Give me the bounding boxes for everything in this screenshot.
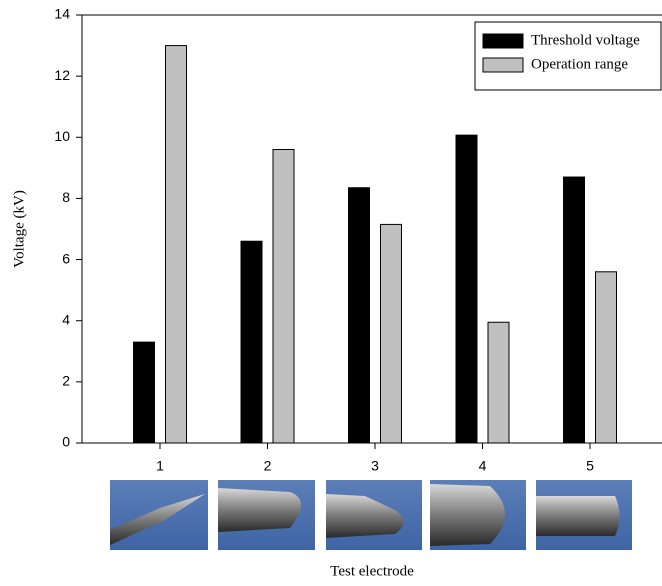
electrode-photos bbox=[110, 480, 632, 550]
bar bbox=[272, 149, 295, 444]
x-tick-label: 3 bbox=[371, 458, 379, 474]
bar bbox=[455, 134, 478, 444]
y-tick-label: 2 bbox=[62, 373, 70, 389]
bar bbox=[563, 176, 585, 444]
y-axis-label: Voltage (kV) bbox=[11, 190, 27, 268]
y-tick-label: 8 bbox=[62, 189, 70, 205]
y-tick-label: 10 bbox=[54, 128, 70, 144]
bar bbox=[240, 240, 263, 444]
bar bbox=[380, 223, 402, 444]
y-tick-label: 0 bbox=[62, 434, 70, 450]
legend-swatch bbox=[482, 57, 524, 73]
bar bbox=[348, 187, 370, 444]
bar bbox=[487, 321, 510, 444]
legend-box bbox=[474, 21, 662, 91]
y-tick-label: 12 bbox=[54, 67, 70, 83]
legend-label: Threshold voltage bbox=[531, 32, 640, 48]
x-axis-label: Test electrode bbox=[330, 563, 414, 579]
legend-swatch bbox=[482, 33, 524, 49]
bar bbox=[165, 45, 187, 444]
y-tick-label: 4 bbox=[62, 311, 70, 327]
x-tick-label: 2 bbox=[264, 458, 272, 474]
x-tick-label: 5 bbox=[586, 458, 594, 474]
y-tick-label: 14 bbox=[54, 6, 70, 22]
legend-label: Operation range bbox=[531, 56, 628, 72]
x-tick-label: 1 bbox=[156, 458, 164, 474]
bar bbox=[595, 271, 617, 444]
y-tick-label: 6 bbox=[62, 250, 70, 266]
bar bbox=[133, 341, 155, 444]
x-tick-label: 4 bbox=[479, 458, 487, 474]
